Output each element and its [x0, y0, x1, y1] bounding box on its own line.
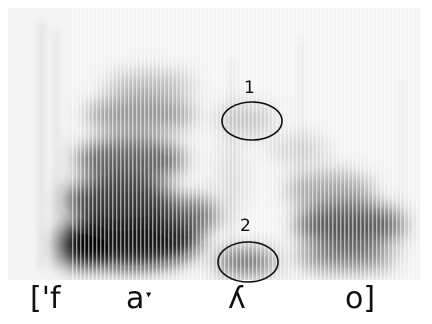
marker-label-2: 2: [240, 216, 251, 236]
marker-ellipse-2: [217, 241, 279, 283]
marker-label-1: 1: [244, 78, 255, 98]
marker-ellipse-1: [221, 101, 283, 141]
phone-lateral: ʎ: [228, 281, 246, 316]
phone-f: ['f: [30, 281, 61, 316]
phone-o: o]: [345, 281, 376, 316]
spectrogram-energy: [8, 8, 420, 280]
phone-a: aˑ: [126, 281, 155, 316]
